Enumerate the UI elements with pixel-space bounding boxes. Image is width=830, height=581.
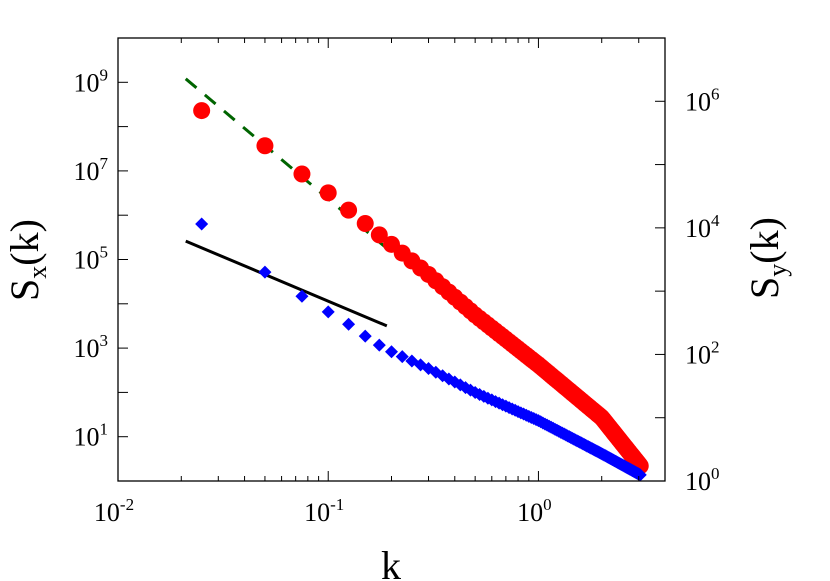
sy-data-point: [372, 338, 386, 352]
y-left-tick-label: 109: [74, 65, 109, 97]
x-tick-label: 10-2: [94, 495, 134, 527]
y-right-tick-label: 106: [685, 84, 720, 116]
x-axis-title: k: [381, 543, 401, 581]
sx-data-point: [319, 184, 337, 202]
y-left-tick-label: 103: [74, 331, 109, 363]
y-left-tick-label: 101: [74, 420, 109, 452]
y-left-tick-label: 107: [74, 154, 109, 186]
x-tick-label: 10-1: [304, 495, 344, 527]
sy-data-point: [321, 305, 335, 319]
sx-data-point: [293, 165, 311, 183]
sy-data-point: [195, 217, 209, 231]
sy-data-point: [295, 289, 309, 303]
sy-data-point: [342, 317, 356, 331]
series-sx-points: [193, 102, 649, 475]
y-right-tick-label: 102: [685, 337, 720, 369]
sx-data-point: [340, 201, 358, 219]
sx-data-point: [193, 102, 211, 120]
sy-data-point: [633, 468, 647, 481]
sy-data-point: [395, 350, 409, 364]
sx-data-point: [256, 137, 274, 155]
sy-data-point: [385, 345, 398, 359]
sx-data-point: [356, 214, 374, 232]
plot-frame: [117, 37, 666, 482]
sy-data-point: [358, 329, 372, 343]
x-tick-label: 100: [517, 495, 552, 527]
y-right-tick-label: 104: [685, 211, 720, 243]
y-right-tick-label: 100: [685, 464, 720, 496]
sy-data-point: [258, 265, 272, 279]
series-sy-points: [195, 217, 647, 481]
tick-labels: 10-2 10-1 100 101 103 105 107 109 100 102 104 106: [74, 65, 721, 527]
y-right-axis-title: Sy(k): [742, 217, 792, 299]
reference-lines: [184, 77, 388, 328]
y-left-axis-title: Sx(k): [2, 219, 52, 301]
y-left-tick-label: 105: [74, 243, 109, 275]
sx-data-point: [370, 226, 388, 244]
k-minus-2-guide-line: [185, 239, 388, 328]
k-minus-4-guide-line: [184, 77, 388, 250]
